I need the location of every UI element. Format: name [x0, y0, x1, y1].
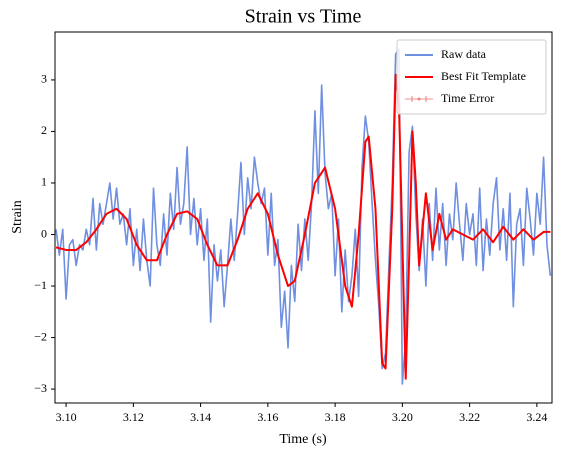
x-tick-label: 3.16 [257, 410, 278, 424]
x-tick-label: 3.20 [392, 410, 413, 424]
legend-label: Raw data [441, 47, 487, 61]
x-tick-label: 3.22 [459, 410, 480, 424]
plot-lines [55, 48, 552, 385]
y-tick-label: 1 [41, 175, 47, 189]
chart-title: Strain vs Time [245, 6, 362, 28]
legend: Raw data Best Fit Template Time Error [396, 39, 547, 115]
plot-frame [54, 31, 553, 404]
legend-label: Time Error [441, 91, 494, 105]
y-tick-label: 3 [41, 72, 47, 86]
x-tick-label: 3.18 [325, 410, 346, 424]
legend-marker [417, 97, 421, 101]
y-tick-label: 2 [41, 123, 47, 137]
y-tick-label: −3 [34, 381, 47, 395]
x-tick-label: 3.12 [123, 410, 144, 424]
legend-box [396, 39, 547, 115]
legend-label: Best Fit Template [441, 69, 526, 83]
x-tick-label: 3.10 [56, 410, 77, 424]
x-axis-label: Time (s) [279, 432, 327, 447]
y-axis-label: Strain [10, 200, 25, 233]
series-line [55, 73, 551, 380]
y-tick-label: −1 [34, 278, 47, 292]
y-tick-label: −2 [34, 329, 47, 343]
x-tick-label: 3.24 [526, 410, 547, 424]
x-tick-label: 3.14 [190, 410, 211, 424]
y-tick-label: 0 [41, 226, 47, 240]
